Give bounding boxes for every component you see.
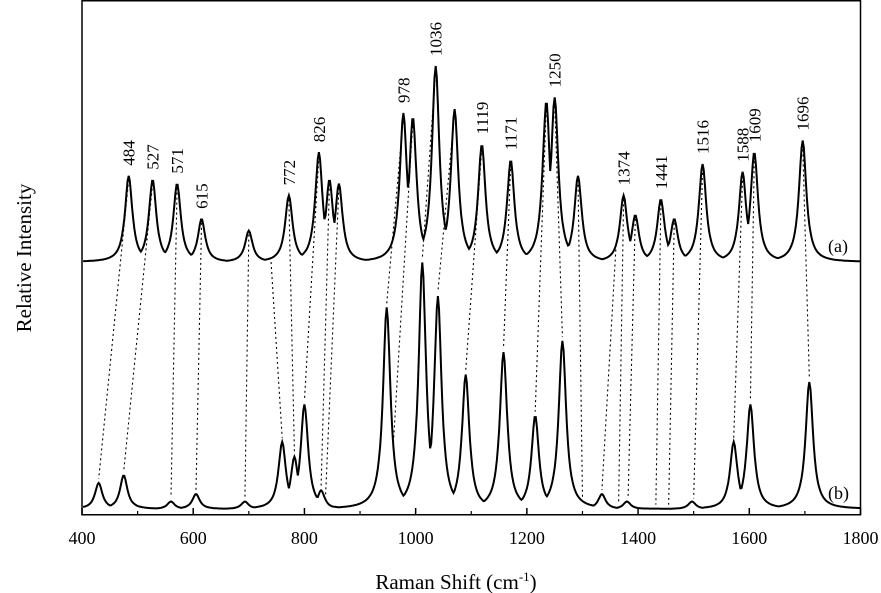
correlation-line <box>244 234 250 498</box>
peak-labels: 484 527 571 615 772 826 978 1036 1119 1171 1250 137… <box>120 22 813 209</box>
x-tick-label: 600 <box>180 528 207 548</box>
correlation-line <box>733 175 744 438</box>
peak-label: 772 <box>280 160 299 186</box>
x-axis-label-close: ) <box>530 570 537 593</box>
correlation-line <box>270 262 283 438</box>
x-axis-ticks: 400 600 800 1000 1200 1400 1600 1800 <box>69 508 879 548</box>
series-label-a: (a) <box>828 236 848 257</box>
correlation-line <box>554 101 563 337</box>
correlation-line <box>601 249 617 491</box>
correlation-line <box>320 183 331 487</box>
spectrum-series <box>82 65 861 510</box>
x-tick-label: 1600 <box>731 528 767 548</box>
x-tick-label: 1000 <box>398 528 434 548</box>
correlation-line <box>627 218 636 498</box>
correlation-line <box>288 199 295 453</box>
x-tick-label: 1800 <box>843 528 879 548</box>
x-tick-label: 1400 <box>620 528 656 548</box>
y-axis-label: Relative Intensity <box>12 183 36 332</box>
correlation-line <box>534 105 547 412</box>
x-axis-label-superscript: -1 <box>519 569 530 584</box>
peak-label: 1588 <box>734 128 753 162</box>
series-labels: (a) (b) <box>828 236 849 504</box>
series-label-b: (b) <box>828 483 849 504</box>
correlation-line <box>749 156 755 401</box>
peak-label: 1374 <box>615 151 634 186</box>
correlation-line <box>465 148 483 371</box>
correlation-line <box>195 222 203 491</box>
series-line-b <box>82 262 861 510</box>
correlation-line <box>303 156 320 401</box>
x-tick-label: 800 <box>291 528 318 548</box>
series-line-a <box>83 65 861 263</box>
peak-label: 1441 <box>652 155 671 189</box>
correlation-line <box>123 183 154 472</box>
peak-label: 527 <box>144 144 163 170</box>
peak-label: 615 <box>193 183 212 209</box>
peak-label: 484 <box>120 140 139 166</box>
peak-label: 1516 <box>694 120 713 154</box>
correlation-line <box>618 199 625 504</box>
x-axis-label-main: Raman Shift (cm <box>375 570 518 593</box>
correlation-line <box>655 203 662 505</box>
correlation-line <box>502 164 512 349</box>
peak-label: 1171 <box>502 117 521 150</box>
peak-label: 1036 <box>427 22 446 56</box>
x-tick-label: 400 <box>69 528 96 548</box>
plot-frame <box>81 0 862 516</box>
correlation-line <box>325 187 340 496</box>
correlation-lines <box>98 69 810 505</box>
peak-label: 1250 <box>546 53 565 87</box>
correlation-line <box>693 167 704 499</box>
peak-label: 1696 <box>794 97 813 131</box>
correlation-line <box>668 222 675 505</box>
peak-label: 1609 <box>745 108 764 142</box>
x-tick-label: 1200 <box>509 528 545 548</box>
peak-label: 1119 <box>473 102 492 135</box>
x-axis-label: Raman Shift (cm-1) <box>375 569 536 593</box>
peak-label: 571 <box>168 148 187 174</box>
correlation-line <box>802 144 810 379</box>
correlation-line <box>392 120 414 443</box>
correlation-line <box>577 179 584 498</box>
peak-label: 826 <box>310 117 329 143</box>
correlation-line <box>170 187 178 498</box>
peak-label: 978 <box>394 78 413 104</box>
